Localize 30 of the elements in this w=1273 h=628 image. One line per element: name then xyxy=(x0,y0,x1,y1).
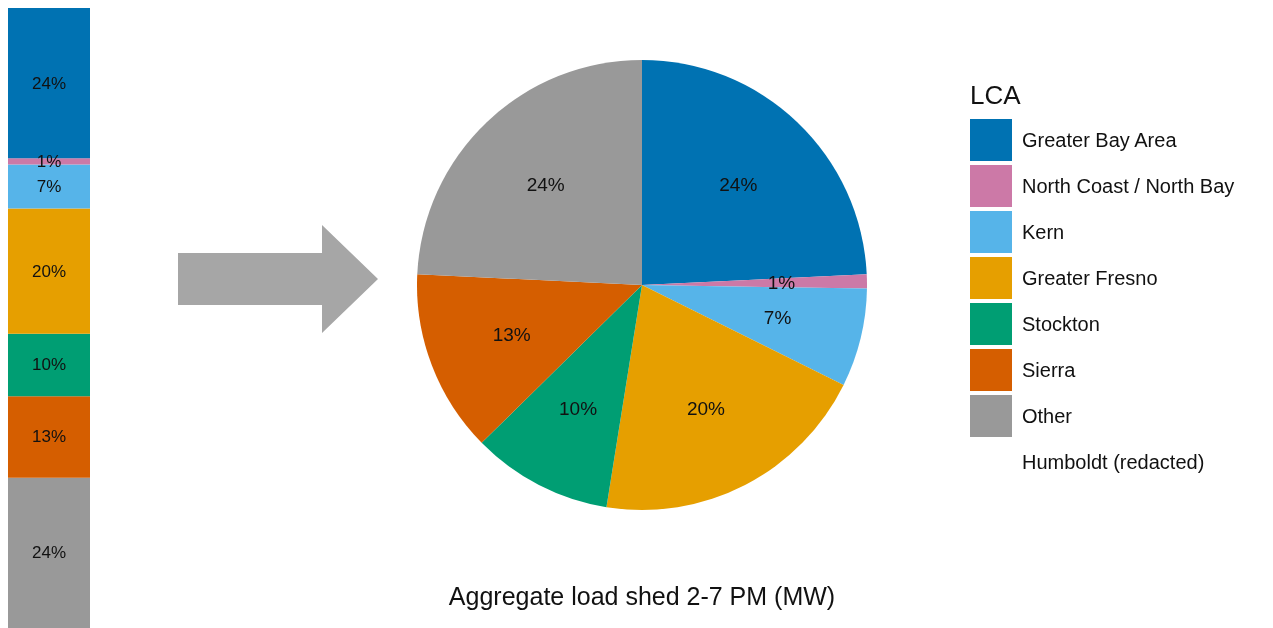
text: Aggregate load shed 2-7 PM (MW) xyxy=(447,582,837,611)
data-label: 20% xyxy=(31,261,67,281)
legend-label: Sierra xyxy=(1022,358,1076,382)
data-label: 7% xyxy=(36,176,62,196)
category-label: Humboldt (redacted) xyxy=(1022,450,1205,473)
data-label: 24% xyxy=(31,73,67,93)
data-label: 13% xyxy=(492,324,531,346)
data-label: 24% xyxy=(719,173,758,195)
pie-slice xyxy=(417,274,642,443)
legend-label: Stockton xyxy=(1022,312,1100,336)
bar xyxy=(8,396,90,478)
legend-label: Greater Fresno xyxy=(1022,266,1158,290)
pie-slice xyxy=(417,60,642,285)
legend-label: Other xyxy=(1022,404,1073,428)
data-label: 24% xyxy=(526,173,565,195)
bar xyxy=(8,477,90,628)
bar xyxy=(8,208,90,334)
data-label: 20% xyxy=(686,398,726,420)
legend-title: LCA xyxy=(970,80,1022,111)
pie-slice xyxy=(481,285,642,508)
data-label: 10% xyxy=(559,398,598,420)
data-label: 1% xyxy=(767,272,796,294)
bar xyxy=(8,333,90,397)
legend-label: North Coast / North Bay xyxy=(1022,174,1235,198)
legend-label: Greater Bay Area xyxy=(1022,128,1177,152)
data-label: 24% xyxy=(31,543,67,563)
data-label: 7% xyxy=(763,307,792,329)
legend-label: Kern xyxy=(1022,220,1065,244)
data-label: 10% xyxy=(31,355,67,375)
data-label: 13% xyxy=(31,427,67,447)
